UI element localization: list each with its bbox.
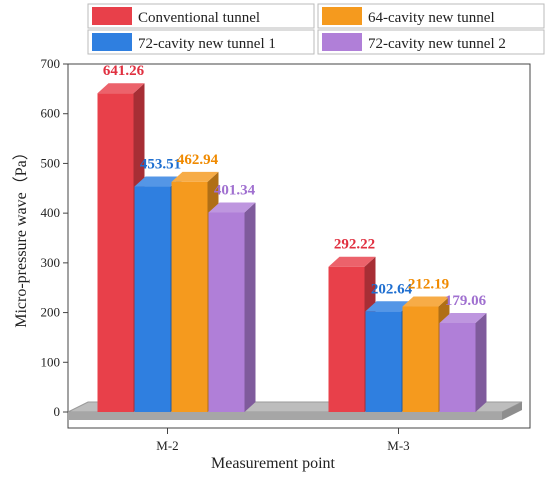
y-axis-title: Micro-pressure wave（Pa） — [12, 144, 30, 328]
bar-front — [328, 266, 365, 412]
x-tick-label: M-3 — [387, 438, 409, 453]
bar-top — [208, 202, 256, 213]
bar — [208, 202, 256, 412]
bar-front — [97, 93, 134, 412]
data-label: 641.26 — [103, 63, 145, 79]
y-tick-label: 200 — [41, 305, 61, 320]
legend-item: 72-cavity new tunnel 2 — [317, 29, 545, 55]
y-tick-label: 0 — [54, 404, 61, 419]
legend-swatch — [92, 7, 132, 25]
legend-label: 64-cavity new tunnel — [368, 10, 495, 26]
legend-label: 72-cavity new tunnel 1 — [138, 36, 276, 52]
legend: Conventional tunnel 72-cavity new tunnel … — [87, 3, 545, 55]
legend-item: Conventional tunnel — [87, 3, 315, 29]
data-label: 202.64 — [371, 281, 413, 297]
x-tick-label: M-2 — [156, 438, 178, 453]
y-tick-label: 700 — [41, 56, 61, 71]
legend-swatch — [322, 7, 362, 25]
legend-item: 72-cavity new tunnel 1 — [87, 29, 315, 55]
bar-front — [402, 306, 439, 412]
legend-label: 72-cavity new tunnel 2 — [368, 36, 506, 52]
y-tick-label: 600 — [41, 106, 61, 121]
bar-front — [208, 212, 245, 412]
data-label: 453.51 — [140, 157, 181, 173]
bar-top — [365, 301, 413, 312]
data-label: 462.94 — [177, 152, 219, 168]
legend-swatch — [92, 33, 132, 51]
y-tick-label: 500 — [41, 155, 61, 170]
x-axis: M-2 M-3 — [156, 428, 410, 453]
floor-front — [68, 412, 502, 420]
y-tick-label: 100 — [41, 354, 61, 369]
bar-top — [402, 296, 450, 307]
data-label: 212.19 — [408, 277, 449, 293]
data-label: 179.06 — [445, 293, 487, 309]
bar-top — [171, 171, 219, 182]
bar-side — [244, 202, 256, 412]
x-axis-title: Measurement point — [211, 455, 336, 472]
bar-top — [328, 256, 376, 267]
bar-top — [439, 312, 487, 323]
data-label: 292.22 — [334, 237, 375, 253]
bars — [97, 83, 487, 412]
y-tick-label: 400 — [41, 205, 61, 220]
legend-label: Conventional tunnel — [138, 10, 260, 26]
y-axis: 0 100 200 300 400 500 600 700 — [41, 56, 68, 419]
data-label: 401.34 — [214, 182, 256, 198]
bar — [439, 312, 487, 412]
bar-top — [134, 176, 182, 187]
floor-side — [502, 402, 522, 420]
legend-swatch — [322, 33, 362, 51]
bar-side — [475, 312, 487, 412]
bar-front — [439, 322, 476, 412]
y-tick-label: 300 — [41, 255, 61, 270]
bar-front — [171, 181, 208, 412]
bar-top — [97, 83, 145, 94]
legend-item: 64-cavity new tunnel — [317, 3, 545, 29]
bar-front — [134, 186, 171, 412]
bar-front — [365, 311, 402, 412]
